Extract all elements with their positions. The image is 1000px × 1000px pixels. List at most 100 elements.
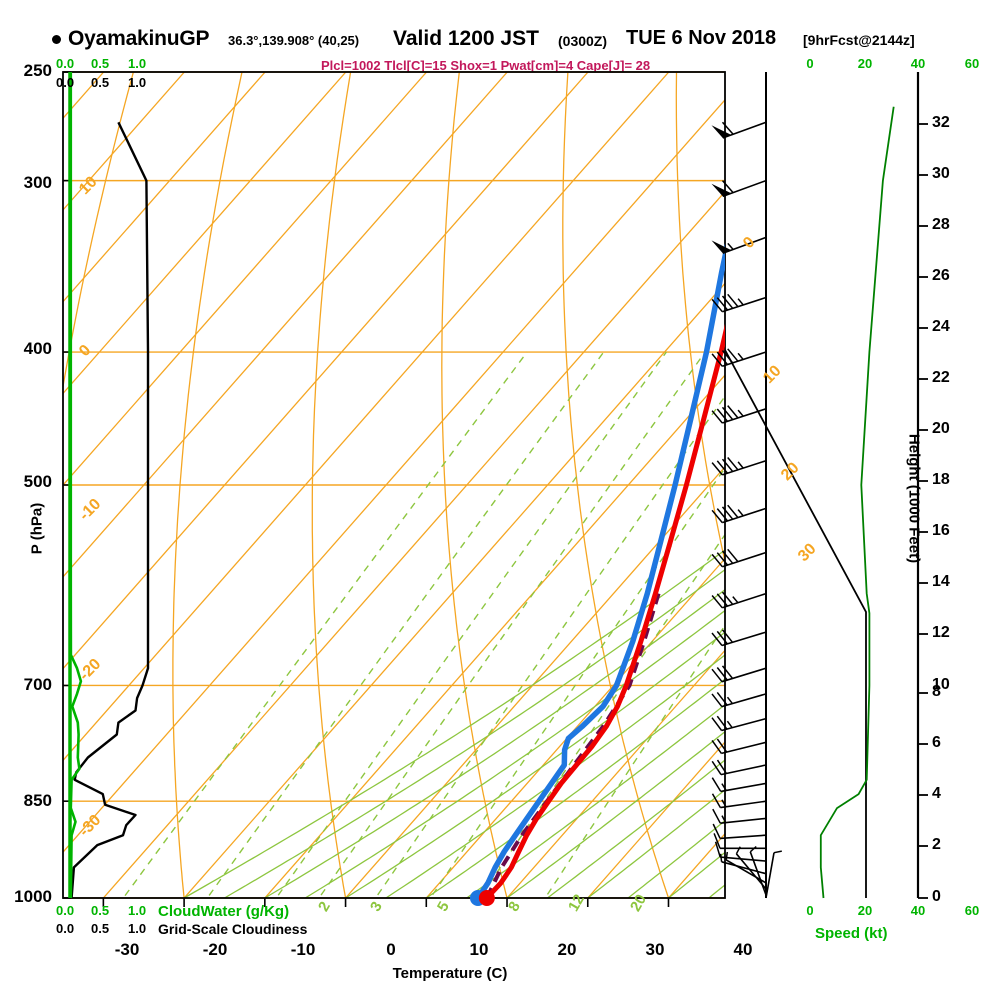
cloudwater-bottom-tick-2: 1.0 <box>128 903 147 918</box>
wind-barb-640 <box>711 629 767 647</box>
moist-adiabat--20 <box>183 549 725 898</box>
mixing-ratio-3 <box>318 351 706 898</box>
height-label-6: 6 <box>932 734 941 751</box>
cloudiness-top-tick-0: 0.0 <box>56 75 75 90</box>
dry-adiabat-60 <box>675 72 725 565</box>
wind-full-barb <box>716 408 729 422</box>
speed-bottom-tick-3: 60 <box>964 903 980 918</box>
grid-scale-cloudiness-line <box>70 121 150 898</box>
wind-full-barb <box>721 295 734 309</box>
wind-full-barb <box>711 632 723 646</box>
wind-full-barb <box>727 405 739 419</box>
wind-full-barb <box>721 458 734 472</box>
mixing-ratio-20 <box>544 624 725 898</box>
temperature-label--10: -10 <box>290 940 316 959</box>
cloudiness-bottom-tick-1: 0.5 <box>91 921 110 936</box>
isotherm--40 <box>63 98 725 854</box>
wind-full-barb <box>716 593 729 607</box>
wind-full-barb <box>712 823 721 839</box>
wind-full-barb <box>711 509 723 524</box>
valid-date: TUE 6 Nov 2018 <box>626 27 777 49</box>
wind-full-barb <box>727 548 739 563</box>
moist-adiabat-0 <box>345 631 725 898</box>
wind-full-barb <box>711 693 723 708</box>
pressure-label-1000: 1000 <box>14 887 52 906</box>
wind-full-barb <box>716 297 729 311</box>
height-label-16: 16 <box>932 522 950 539</box>
wind-barb-440 <box>711 405 767 424</box>
temperature-trace <box>484 323 725 898</box>
height-label-4: 4 <box>932 785 941 802</box>
wind-full-barb <box>711 410 723 424</box>
cloudiness-axis-title: Grid-Scale Cloudiness <box>158 921 308 937</box>
wind-barb-940 <box>714 841 767 862</box>
wind-barb-480 <box>711 457 767 476</box>
wind-half-barb <box>737 509 744 517</box>
wind-full-barb <box>711 760 722 776</box>
wind-half-barb <box>737 352 744 360</box>
wind-barb-800 <box>711 759 767 776</box>
wind-full-barb <box>716 552 729 566</box>
wind-barb-740 <box>711 715 767 732</box>
temperature-label-20: 20 <box>557 940 577 959</box>
wind-barb-770 <box>711 738 767 755</box>
speed-top-tick-2: 40 <box>910 56 926 71</box>
wind-barb-680 <box>711 665 767 683</box>
wind-barb-520 <box>711 504 767 524</box>
moist-adiabat-20 <box>506 730 725 898</box>
station-coordinates: 36.3°,139.908° (40,25) <box>228 33 360 48</box>
wind-full-barb <box>711 462 723 476</box>
wind-half-barb <box>737 461 744 469</box>
dewpoint-trace <box>475 243 725 898</box>
moist-adiabat-5 <box>385 654 725 898</box>
station-bullet-icon <box>52 35 61 44</box>
pressure-label-400: 400 <box>23 339 52 358</box>
pressure-label-300: 300 <box>23 173 52 192</box>
wind-barb-900 <box>712 823 767 840</box>
wind-half-barb <box>737 409 744 417</box>
wind-barb-920 <box>713 833 766 850</box>
height-label-30: 30 <box>932 165 950 182</box>
wind-barb-330 <box>711 236 767 254</box>
isotherm--20 <box>183 282 725 898</box>
moist-adiabat--15 <box>224 568 725 898</box>
height-label-24: 24 <box>932 318 950 335</box>
wind-half-barb <box>726 720 733 729</box>
moist-adiabat-25 <box>547 759 725 898</box>
height-label-14: 14 <box>932 573 950 590</box>
temperature-surface-dot <box>478 890 495 906</box>
isotherm--70 <box>63 72 508 578</box>
temperature-profile <box>484 323 725 898</box>
wind-half-barb <box>735 846 741 855</box>
pressure-label-700: 700 <box>23 675 52 694</box>
sounding-parameters: Plcl=1002 Tlcl[C]=15 Shox=1 Pwat[cm]=4 C… <box>321 58 651 73</box>
wind-full-barb <box>727 504 739 518</box>
temperature-label--30: -30 <box>114 940 140 959</box>
wind-half-barb <box>773 850 782 854</box>
wind-full-barb <box>721 591 734 605</box>
wind-full-barb <box>721 629 734 643</box>
wind-barb-300 <box>711 179 767 198</box>
cloudiness-bottom-tick-0: 0.0 <box>56 921 75 936</box>
wind-full-barb <box>721 121 734 135</box>
dry-adiabat--20 <box>172 72 243 898</box>
speed-bottom-tick-2: 40 <box>910 903 926 918</box>
moist-adiabat-30 <box>587 789 725 898</box>
height-label-22: 22 <box>932 369 950 386</box>
speed-top-tick-1: 20 <box>857 56 873 71</box>
isotherm-10 <box>425 557 725 898</box>
wind-full-barb <box>713 833 721 849</box>
mixing-ratio-2 <box>275 351 667 898</box>
wind-full-barb <box>714 841 721 858</box>
wind-half-barb <box>725 851 729 861</box>
wind-half-barb <box>737 298 744 306</box>
wind-full-barb <box>711 595 723 609</box>
wind-full-barb <box>712 808 721 824</box>
wind-full-barb <box>716 667 728 681</box>
dry-adiabat--40 <box>63 72 135 391</box>
moist-adiabat-55 <box>790 72 1000 898</box>
moist-adiabat--10 <box>264 588 725 898</box>
dewpoint-profile <box>475 243 725 898</box>
wind-half-barb <box>726 696 733 705</box>
